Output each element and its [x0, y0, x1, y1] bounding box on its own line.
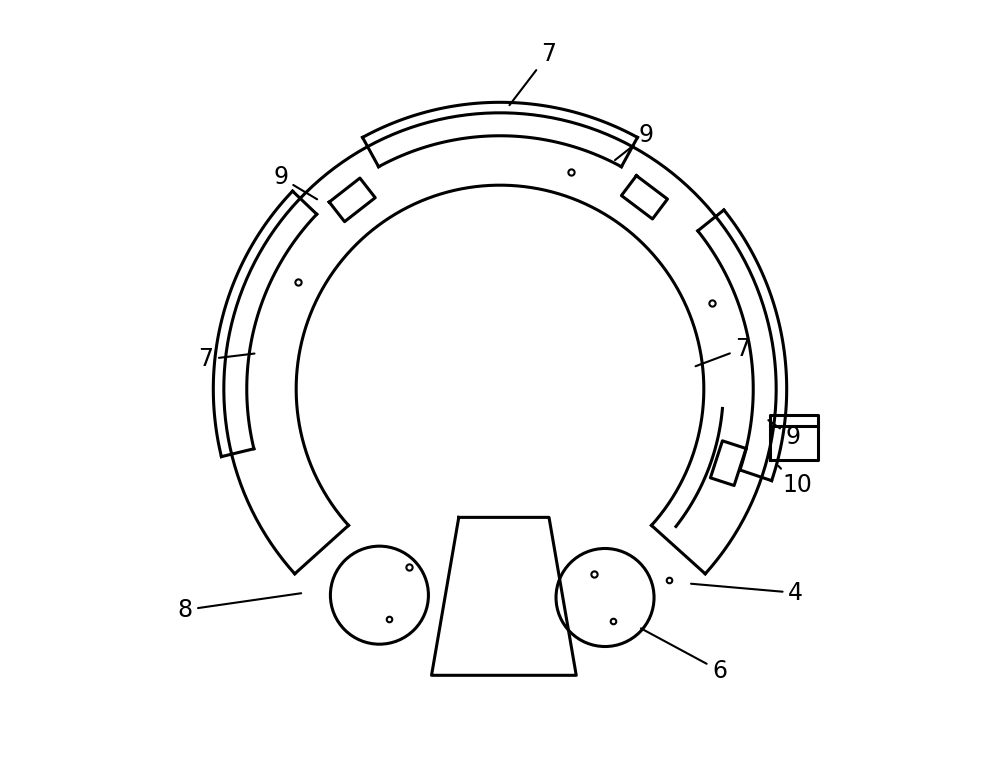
Text: 4: 4 [691, 581, 803, 605]
Text: 9: 9 [768, 420, 800, 449]
Text: 8: 8 [177, 594, 301, 622]
Text: 9: 9 [273, 166, 317, 199]
Text: 10: 10 [778, 466, 812, 497]
Text: 9: 9 [615, 124, 654, 160]
Text: 7: 7 [198, 348, 255, 371]
Text: 7: 7 [509, 43, 556, 105]
Text: 6: 6 [641, 629, 727, 682]
Text: 7: 7 [696, 337, 750, 366]
